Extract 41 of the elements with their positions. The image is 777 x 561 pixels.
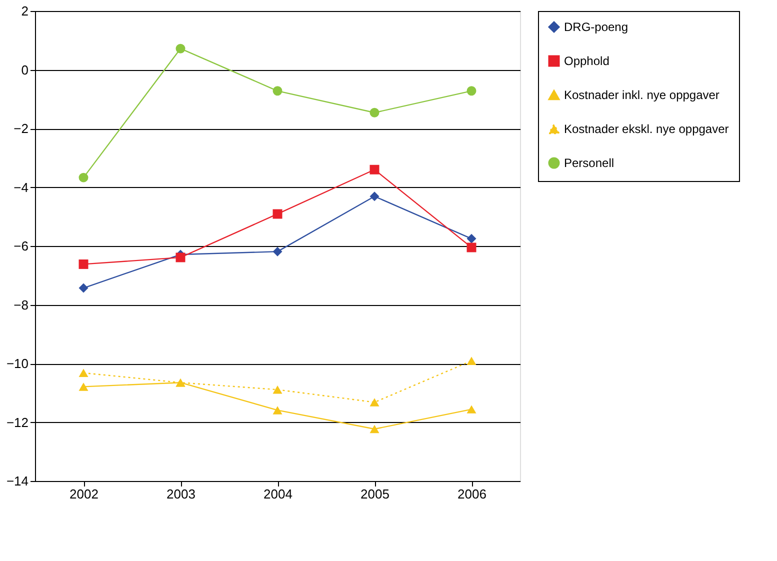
point bbox=[466, 405, 476, 414]
y-tick-label: 2 bbox=[21, 4, 28, 18]
legend-label: Kostnader ekskl. nye oppgaver bbox=[564, 122, 729, 136]
point bbox=[272, 406, 282, 414]
point bbox=[78, 382, 88, 391]
y-tick-label: 0 bbox=[21, 62, 28, 78]
point bbox=[466, 242, 476, 252]
y-tick-label: −8 bbox=[14, 297, 28, 312]
x-tick-label: 2002 bbox=[70, 486, 98, 502]
point bbox=[78, 172, 88, 182]
point bbox=[272, 386, 282, 394]
point bbox=[466, 86, 476, 96]
point bbox=[272, 209, 282, 219]
y-tick-label: −12 bbox=[6, 414, 28, 430]
x-tick-label: 2006 bbox=[458, 486, 486, 502]
point bbox=[272, 86, 282, 96]
point bbox=[78, 259, 88, 269]
point bbox=[370, 164, 380, 174]
y-tick-label: −4 bbox=[14, 180, 28, 195]
point bbox=[176, 252, 186, 262]
legend-label: Kostnader inkl. nye oppgaver bbox=[564, 88, 720, 102]
x-tick-label: 2004 bbox=[264, 486, 292, 502]
x-tick-label: 2005 bbox=[360, 486, 390, 502]
x-tick-label: 2003 bbox=[166, 486, 196, 502]
y-tick-label: −6 bbox=[14, 238, 28, 254]
y-tick-label: −14 bbox=[6, 474, 28, 488]
y-tick-label: −2 bbox=[14, 121, 28, 136]
legend-label: DRG-poeng bbox=[564, 20, 628, 34]
point bbox=[370, 192, 380, 202]
point bbox=[370, 108, 380, 118]
legend-label: Opphold bbox=[564, 54, 610, 68]
point bbox=[466, 356, 476, 365]
y-tick-label: −10 bbox=[6, 356, 28, 371]
point bbox=[272, 246, 282, 256]
point bbox=[370, 398, 380, 406]
point bbox=[78, 283, 88, 293]
point bbox=[370, 424, 380, 434]
point bbox=[176, 44, 186, 54]
legend-label: Personell bbox=[564, 156, 614, 170]
point bbox=[78, 368, 88, 378]
point bbox=[466, 234, 476, 244]
